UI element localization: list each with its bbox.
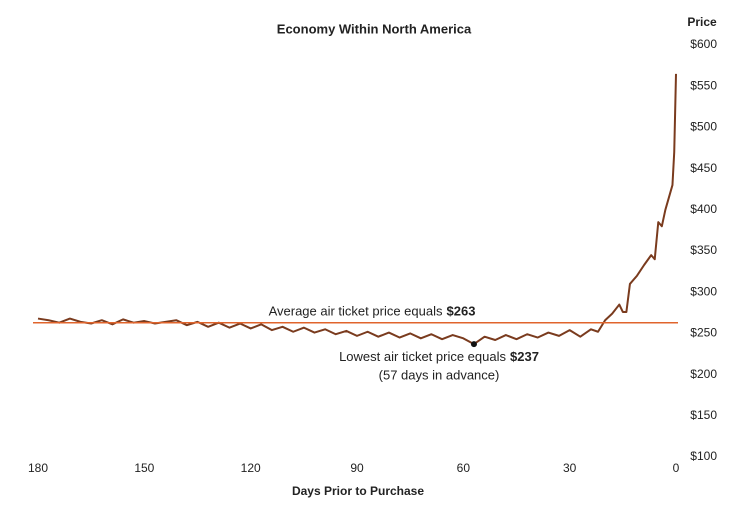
y-tick-label: $550 xyxy=(690,78,717,92)
x-tick-label: 0 xyxy=(673,461,680,475)
y-tick-label: $400 xyxy=(690,202,717,216)
lowest-note: (57 days in advance) xyxy=(379,368,500,383)
chart-title: Economy Within North America xyxy=(277,21,472,36)
y-tick-label: $450 xyxy=(690,161,717,175)
lowest-value: $237 xyxy=(510,350,539,365)
y-tick-label: $350 xyxy=(690,243,717,257)
y-axis-title: Price xyxy=(687,15,717,29)
lowest-marker xyxy=(470,341,477,348)
y-tick-label: $100 xyxy=(690,449,717,463)
average-text: Average air ticket price equals xyxy=(269,304,443,319)
x-tick-label: 120 xyxy=(241,461,261,475)
lowest-text: Lowest air ticket price equals xyxy=(339,350,506,365)
y-tick-label: $300 xyxy=(690,284,717,298)
x-tick-label: 30 xyxy=(563,461,577,475)
lowest-annotation: Lowest air ticket price equals $237 xyxy=(339,350,539,365)
y-tick-label: $500 xyxy=(690,120,717,134)
x-tick-label: 180 xyxy=(28,461,48,475)
y-tick-label: $200 xyxy=(690,367,717,381)
average-annotation: Average air ticket price equals $263 xyxy=(269,304,476,319)
x-axis-title: Days Prior to Purchase xyxy=(292,484,424,498)
y-tick-label: $600 xyxy=(690,37,717,51)
y-tick-label: $150 xyxy=(690,408,717,422)
x-tick-label: 90 xyxy=(350,461,364,475)
x-tick-label: 150 xyxy=(134,461,154,475)
average-value: $263 xyxy=(447,304,476,319)
y-tick-label: $250 xyxy=(690,326,717,340)
x-tick-label: 60 xyxy=(457,461,471,475)
